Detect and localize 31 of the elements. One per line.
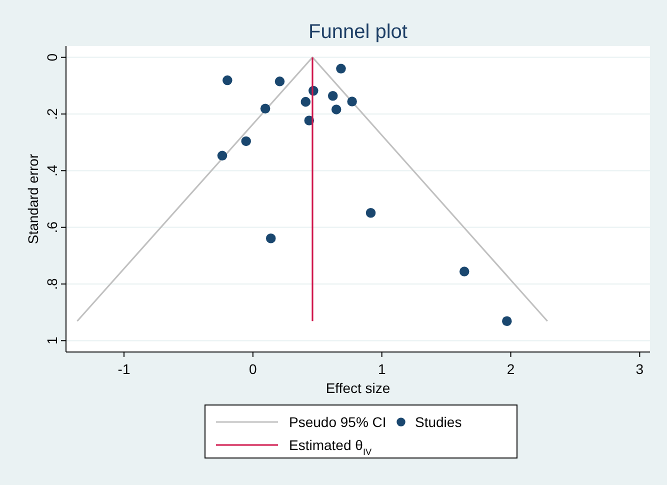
point xyxy=(222,75,232,86)
point xyxy=(336,64,346,74)
legend-label: Pseudo 95% CI xyxy=(289,414,386,430)
x-tick-label: 1 xyxy=(378,361,386,377)
x-tick-label: -1 xyxy=(118,361,130,377)
legend-label: Studies xyxy=(415,414,462,430)
point xyxy=(347,96,357,106)
point xyxy=(260,104,270,114)
y-tick-label: .6 xyxy=(44,221,60,234)
point xyxy=(300,96,311,107)
legend-label: Estimated θ$_{IV}$ xyxy=(289,437,372,457)
point xyxy=(266,234,276,244)
x-tick-label: 0 xyxy=(249,361,258,377)
point xyxy=(328,90,338,101)
y-tick-label: 0 xyxy=(44,53,60,62)
y-tick-label: .8 xyxy=(44,278,60,290)
point xyxy=(331,104,342,114)
x-axis-title: Effect size xyxy=(326,380,390,396)
point xyxy=(217,150,228,161)
y-tick-label: .2 xyxy=(44,108,60,120)
x-tick-label: 3 xyxy=(636,361,644,377)
y-tick-label: .4 xyxy=(44,164,60,177)
x-tick-label: 2 xyxy=(506,361,515,377)
y-tick-label: 1 xyxy=(44,336,60,345)
point xyxy=(459,266,470,276)
point xyxy=(241,136,251,146)
chart-title: Funnel plot xyxy=(308,21,408,43)
point xyxy=(366,208,376,218)
point xyxy=(274,76,285,86)
point xyxy=(502,316,512,326)
y-axis-title: Standard error xyxy=(25,154,41,244)
